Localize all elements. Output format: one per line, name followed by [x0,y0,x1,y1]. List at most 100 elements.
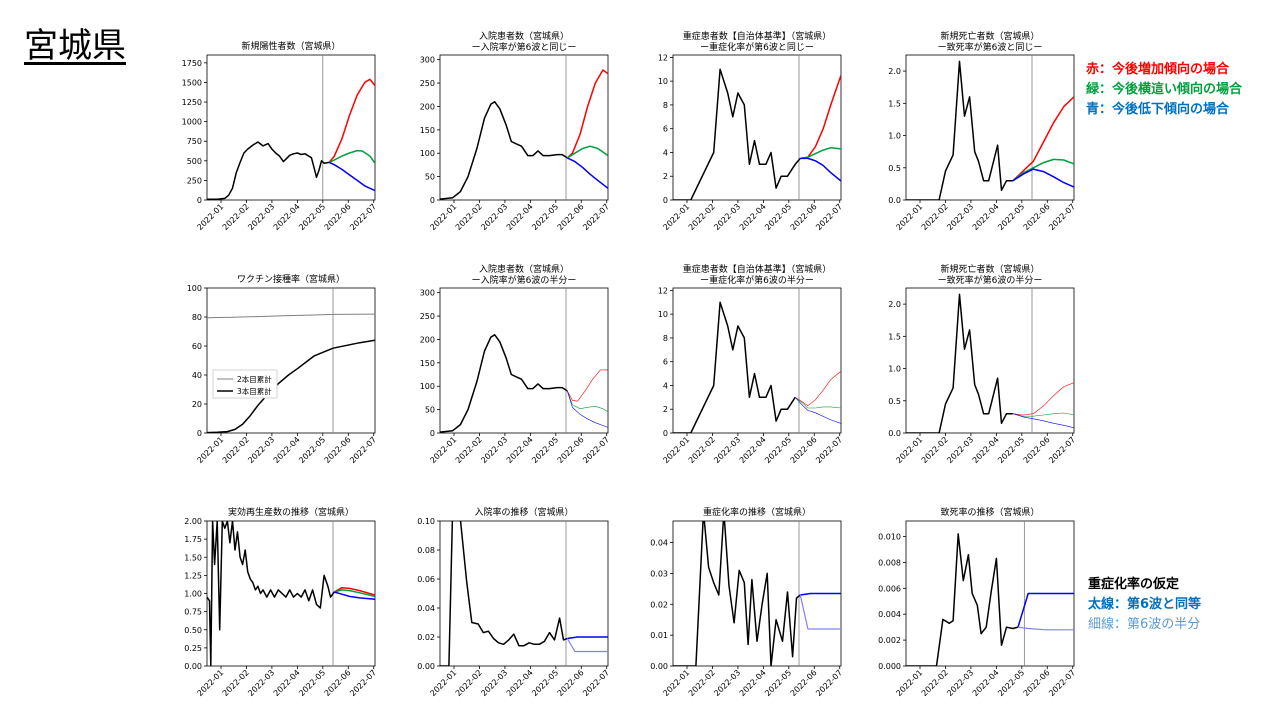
series-line-green [795,397,841,409]
x-tick-label: 2022-02 [920,435,950,465]
y-tick-label: 0.002 [878,636,901,645]
x-tick-label: 2022-04 [505,435,535,465]
x-tick-label: 2022-05 [996,202,1026,232]
series-line-vline [207,313,375,319]
x-tick-label: 2022-01 [195,435,225,465]
plot-frame [672,54,842,201]
series-line-blue [328,161,375,192]
legend-red-increase: 赤：今後増加傾向の場合 [1086,62,1230,77]
x-tick-label: 2022-02 [687,202,717,232]
y-tick-label: 0.10 [417,517,435,526]
x-tick-label: 2022-07 [1047,202,1077,232]
y-tick-label: 60 [192,342,202,351]
x-tick-label: 2022-06 [789,202,819,232]
y-tick-label: 0.01 [650,631,668,640]
x-tick-label: 2022-04 [505,202,535,232]
series-line-red [333,586,375,596]
y-tick-label: 100 [420,382,435,391]
chart-subtitle: ー重症化率が第6波と同じー [700,41,814,53]
y-tick-label: 0.03 [650,569,668,578]
chart-panel-2: 入院患者数（宮城県）ー入院率が第6波と同じー 0 50 100 150 200 250 300… [420,30,611,232]
chart-title: 新規死亡者数（宮城県） [940,30,1039,42]
chart-panel-4: 新規死亡者数（宮城県）ー致死率が第6波と同じー 0.0 0.5 1.0 1.5 2.0 20… [888,30,1077,232]
x-tick-label: 2022-05 [763,435,793,465]
y-tick-label: 0.08 [417,546,435,555]
series-line-black [906,533,1019,666]
x-tick-label: 2022-03 [479,435,509,465]
x-tick-label: 2022-05 [530,202,560,232]
series-line-green [566,145,608,159]
x-tick-label: 2022-04 [738,668,768,698]
y-tick-label: 0 [197,429,202,438]
y-tick-label: 0.006 [878,584,901,593]
y-tick-label: 1.00 [184,590,202,599]
y-tick-label: 40 [192,371,202,380]
chart-panel-1: 新規陽性者数（宮城県） 0 250 500 750 1000 1250 1500 1750 202… [182,40,379,232]
x-tick-label: 2022-02 [454,202,484,232]
assumption-thin-line: 細線：第6波の半分 [1088,617,1201,632]
series-line-blue [794,397,841,424]
chart-title: ワクチン接種率（宮城県） [237,273,345,285]
plot-frame [439,54,609,201]
page-title: 宮城県 [24,26,126,66]
x-tick-label: 2022-04 [971,435,1001,465]
y-tick-label: 8 [663,101,668,110]
y-tick-label: 50 [425,406,435,415]
legend-label: 3本目累計 [237,386,272,396]
y-tick-label: 0.000 [878,662,901,671]
chart-subtitle: ー致死率が第6波の半分ー [938,274,1043,286]
chart-panel-3: 重症患者数【自治体基準】（宮城県）ー重症化率が第6波と同じー 0 2 4 6 8 10 12 2… [658,30,844,232]
x-tick-label: 2022-05 [996,435,1026,465]
x-tick-label: 2022-06 [1022,668,1052,698]
plot-frame [672,287,842,434]
series-line-red [566,69,608,159]
chart-subtitle: ー重症化率が第6波の半分ー [700,274,814,286]
y-tick-label: 0.004 [878,610,901,619]
x-tick-label: 2022-06 [789,435,819,465]
x-tick-label: 2022-05 [530,668,560,698]
series-line-green [800,146,841,160]
x-tick-label: 2022-07 [581,202,611,232]
chart-title: 重症化率の推移（宮城県） [703,506,811,518]
y-tick-label: 0.04 [650,539,668,548]
chart-panel-8: 新規死亡者数（宮城県）ー致死率が第6波の半分ー 0.0 0.5 1.0 1.5 2.0 20… [888,263,1077,465]
chart-title: 新規死亡者数（宮城県） [940,263,1039,275]
y-tick-label: 0 [430,429,435,438]
x-tick-label: 2022-01 [894,435,924,465]
y-tick-label: 1750 [182,59,202,68]
x-tick-label: 2022-03 [246,435,276,465]
x-tick-label: 2022-01 [195,668,225,698]
x-tick-label: 2022-01 [894,668,924,698]
series-line-blue [800,592,841,596]
x-tick-label: 2022-02 [221,435,251,465]
y-tick-label: 2.0 [888,300,901,309]
y-tick-label: 0.0 [888,196,901,205]
x-tick-label: 2022-01 [428,668,458,698]
x-tick-label: 2022-05 [297,202,327,232]
y-tick-label: 1000 [182,118,202,127]
chart-panel-7: 重症患者数【自治体基準】（宮城県）ー重症化率が第6波の半分ー 0 2 4 6 8 10 12 2… [658,263,844,465]
y-tick-label: 8 [663,334,668,343]
x-tick-label: 2022-02 [920,668,950,698]
y-tick-label: 80 [192,313,202,322]
y-tick-label: 300 [420,56,435,65]
series-line-blue [1012,413,1074,429]
x-tick-label: 2022-05 [297,435,327,465]
x-tick-label: 2022-02 [687,668,717,698]
x-tick-label: 2022-07 [814,202,844,232]
x-tick-label: 2022-04 [971,668,1001,698]
y-tick-label: 0.00 [417,662,435,671]
x-tick-label: 2022-02 [454,435,484,465]
x-tick-label: 2022-03 [945,435,975,465]
chart-title: 実効再生産数の推移（宮城県） [228,506,354,518]
y-tick-label: 2.00 [184,517,202,526]
series-line-blue [567,636,608,640]
y-tick-label: 250 [187,176,202,185]
series-line-black [673,521,801,666]
chart-panel-5: ワクチン接種率（宮城県）0204060801002022-012022-0220… [187,273,378,465]
y-tick-label: 12 [658,53,668,62]
series-line-green [1012,412,1074,417]
x-tick-label: 2022-04 [738,435,768,465]
severity-assumption-legend: 重症化率の仮定 太線：第6波と同等 細線：第6波の半分 [1088,575,1201,635]
series-line-green [1012,158,1074,182]
